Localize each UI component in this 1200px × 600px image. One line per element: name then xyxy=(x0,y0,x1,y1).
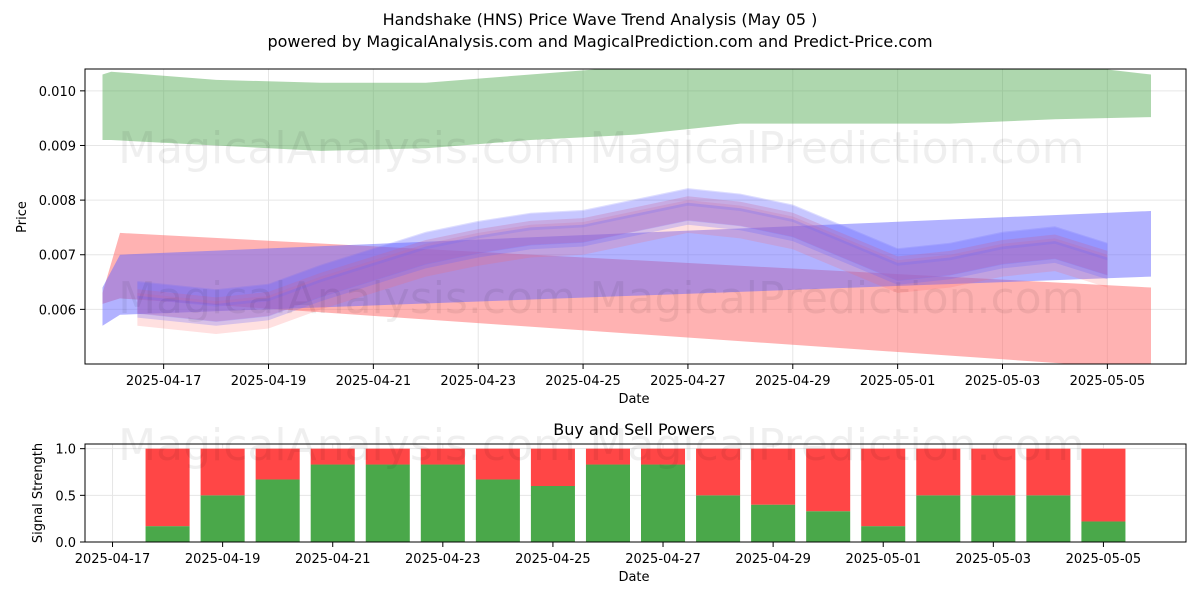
buy-power-bar xyxy=(751,504,796,542)
sell-power-bar xyxy=(971,448,1016,496)
buy-power-bar xyxy=(806,511,851,542)
buy-power-bar xyxy=(641,464,686,542)
watermark-prediction-top: MagicalPrediction.com xyxy=(590,123,1085,174)
sell-power-bar xyxy=(145,448,190,527)
price-bands xyxy=(102,69,1151,364)
sell-power-bar xyxy=(530,448,575,486)
sell-power-bar xyxy=(861,448,906,527)
price-chart: MagicalAnalysis.com MagicalPrediction.co… xyxy=(15,68,1187,407)
signal-x-tick-label: 2025-04-27 xyxy=(625,552,701,567)
signal-x-axis-label: Date xyxy=(618,570,649,585)
price-x-tick-label: 2025-04-21 xyxy=(336,374,412,389)
price-y-tick-label: 0.010 xyxy=(39,85,76,100)
price-waves xyxy=(137,188,1108,334)
price-y-axis-label: Price xyxy=(15,201,30,233)
sell-power-bar xyxy=(696,448,741,496)
signal-y-tick-label: 1.0 xyxy=(55,443,76,458)
blue-wave-layer xyxy=(137,202,1108,326)
blue-wave-layer xyxy=(137,189,1108,307)
green-trend-band xyxy=(102,69,1151,151)
buy-power-bar xyxy=(255,479,300,542)
signal-x-tick-label: 2025-04-21 xyxy=(295,552,371,567)
buy-power-bar xyxy=(1026,495,1071,542)
signal-chart-title: Buy and Sell Powers xyxy=(553,420,715,439)
buy-power-bar xyxy=(200,495,245,542)
buy-power-bar xyxy=(1081,521,1126,542)
price-x-tick-label: 2025-04-29 xyxy=(755,374,831,389)
main-subtitle: powered by MagicalAnalysis.com and Magic… xyxy=(267,32,932,51)
signal-bars xyxy=(145,448,1126,542)
red-wave-layer xyxy=(137,196,1108,322)
signal-x-tick-label: 2025-04-29 xyxy=(735,552,811,567)
signal-x-tick-label: 2025-05-03 xyxy=(956,552,1032,567)
sell-power-bar xyxy=(475,448,520,480)
sell-power-bar xyxy=(1026,448,1071,496)
buy-power-bar xyxy=(585,464,630,542)
watermark-prediction-bottom: MagicalPrediction.com xyxy=(590,420,1085,471)
price-x-tick-label: 2025-04-27 xyxy=(650,374,726,389)
price-x-ticks: 2025-04-17 2025-04-19 2025-04-21 2025-04-23… xyxy=(126,364,1145,389)
buy-power-bar xyxy=(530,486,575,542)
price-x-tick-label: 2025-04-23 xyxy=(440,374,516,389)
signal-chart: Buy and Sell Powers MagicalAnalysis.com … xyxy=(31,420,1187,585)
sell-power-bar xyxy=(641,448,686,465)
signal-x-tick-label: 2025-05-01 xyxy=(845,552,921,567)
watermark-prediction-mid: MagicalPrediction.com xyxy=(590,273,1085,324)
sell-power-bar xyxy=(365,448,410,465)
buy-power-bar xyxy=(310,464,355,542)
sell-power-bar xyxy=(200,448,245,496)
price-y-tick-label: 0.006 xyxy=(39,303,76,318)
sell-power-bar xyxy=(751,448,796,505)
price-x-tick-label: 2025-05-03 xyxy=(965,374,1041,389)
sell-power-bar xyxy=(1081,448,1126,522)
price-x-tick-label: 2025-05-05 xyxy=(1070,374,1146,389)
price-y-tick-label: 0.007 xyxy=(39,249,76,264)
signal-x-tick-label: 2025-04-25 xyxy=(515,552,591,567)
buy-power-bar xyxy=(971,495,1016,542)
signal-y-ticks: 0.0 0.5 1.0 xyxy=(55,443,85,551)
sell-power-bar xyxy=(585,448,630,465)
price-x-tick-label: 2025-04-17 xyxy=(126,374,202,389)
signal-x-tick-label: 2025-05-05 xyxy=(1066,552,1142,567)
signal-x-tick-label: 2025-04-23 xyxy=(405,552,481,567)
signal-x-ticks: 2025-04-17 2025-04-19 2025-04-21 2025-04-23… xyxy=(75,542,1141,567)
signal-y-tick-label: 0.5 xyxy=(55,489,76,504)
price-plot-frame xyxy=(84,68,1187,365)
buy-power-bar xyxy=(420,464,465,542)
buy-power-bar xyxy=(861,526,906,542)
buy-power-bar xyxy=(475,479,520,542)
buy-power-bar xyxy=(916,495,961,542)
price-x-axis-label: Date xyxy=(618,392,649,407)
signal-plot-frame xyxy=(84,443,1187,543)
buy-power-bar xyxy=(365,464,410,542)
blue-trend-band xyxy=(102,211,1151,326)
blue-wave-layer xyxy=(137,188,1108,322)
sell-power-bar xyxy=(255,448,300,480)
main-title: Handshake (HNS) Price Wave Trend Analysi… xyxy=(383,10,818,29)
buy-power-bar xyxy=(696,495,741,542)
price-y-tick-label: 0.008 xyxy=(39,194,76,209)
price-y-tick-label: 0.009 xyxy=(39,139,76,154)
watermark-analysis-bottom: MagicalAnalysis.com xyxy=(118,420,576,471)
sell-power-bar xyxy=(806,448,851,512)
red-wave-layer xyxy=(137,200,1108,334)
watermark-analysis-top: MagicalAnalysis.com xyxy=(118,123,576,174)
signal-y-tick-label: 0.0 xyxy=(55,536,76,551)
watermark-analysis-mid: MagicalAnalysis.com xyxy=(118,273,576,324)
buy-power-bar xyxy=(145,526,190,542)
sell-power-bar xyxy=(420,448,465,465)
sell-power-bar xyxy=(310,448,355,465)
signal-y-axis-label: Signal Strength xyxy=(31,443,46,543)
sell-power-bar xyxy=(916,448,961,496)
price-x-tick-label: 2025-05-01 xyxy=(860,374,936,389)
signal-x-tick-label: 2025-04-19 xyxy=(185,552,261,567)
price-x-tick-label: 2025-04-25 xyxy=(545,374,621,389)
price-x-tick-label: 2025-04-19 xyxy=(231,374,307,389)
signal-x-tick-label: 2025-04-17 xyxy=(75,552,151,567)
price-y-ticks: 0.006 0.007 0.008 0.009 0.010 xyxy=(39,85,85,318)
